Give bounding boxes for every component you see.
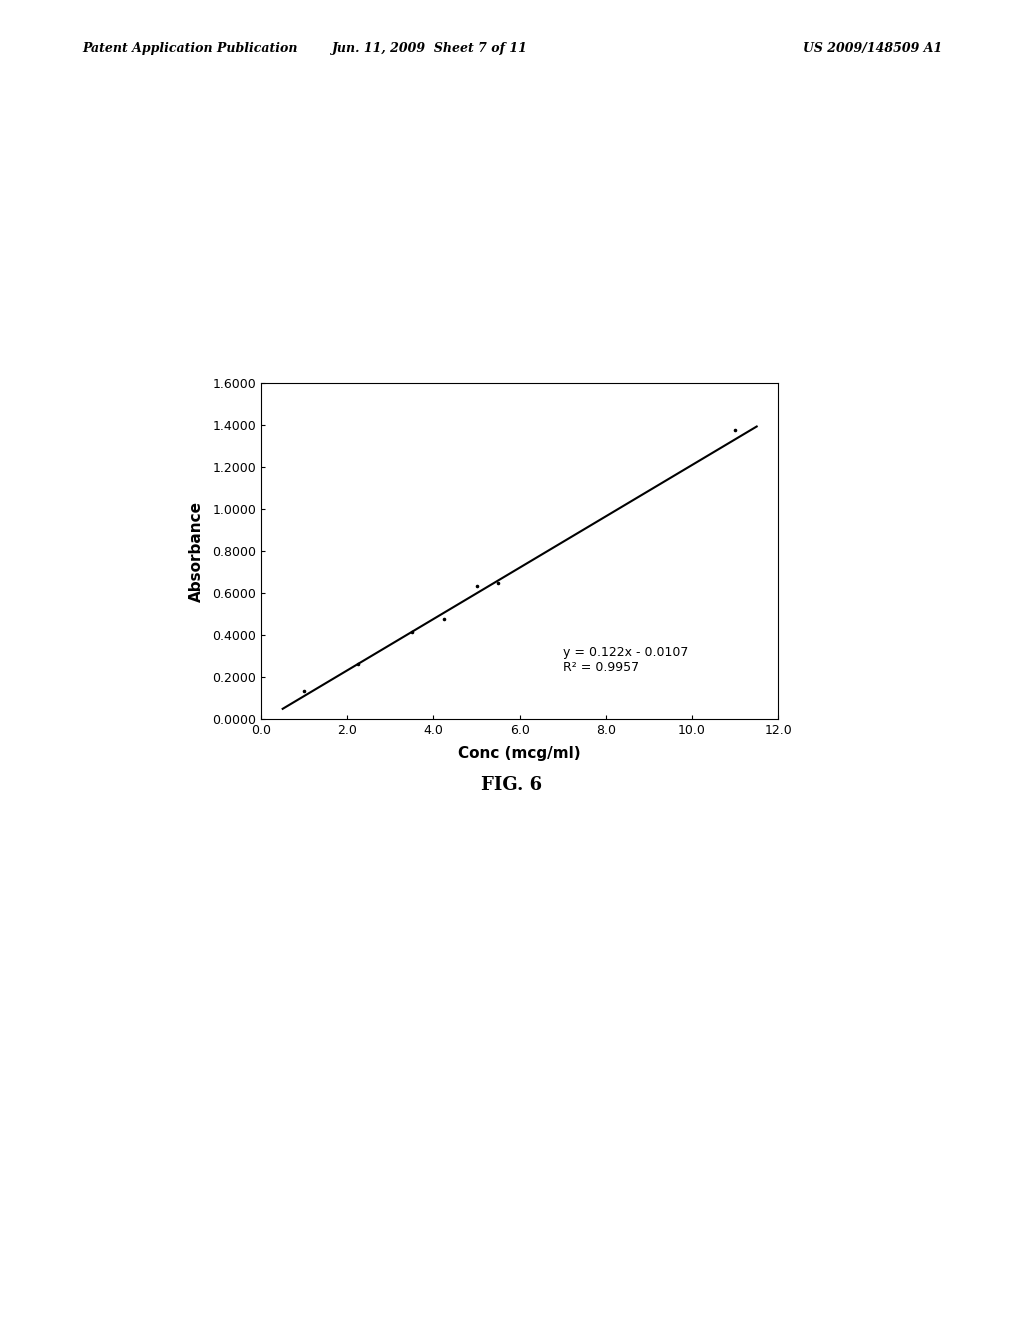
Text: Jun. 11, 2009  Sheet 7 of 11: Jun. 11, 2009 Sheet 7 of 11 [332, 42, 528, 55]
Point [436, 609, 453, 630]
Text: FIG. 6: FIG. 6 [481, 776, 543, 795]
Y-axis label: Absorbance: Absorbance [188, 500, 204, 602]
Point [403, 622, 420, 643]
X-axis label: Conc (mcg/ml): Conc (mcg/ml) [459, 746, 581, 760]
Point [296, 680, 312, 701]
Point [727, 420, 743, 441]
Point [489, 572, 506, 593]
Point [468, 576, 484, 597]
Text: Patent Application Publication: Patent Application Publication [82, 42, 297, 55]
Text: US 2009/148509 A1: US 2009/148509 A1 [803, 42, 942, 55]
Point [350, 653, 367, 675]
Text: y = 0.122x - 0.0107
R² = 0.9957: y = 0.122x - 0.0107 R² = 0.9957 [563, 647, 688, 675]
